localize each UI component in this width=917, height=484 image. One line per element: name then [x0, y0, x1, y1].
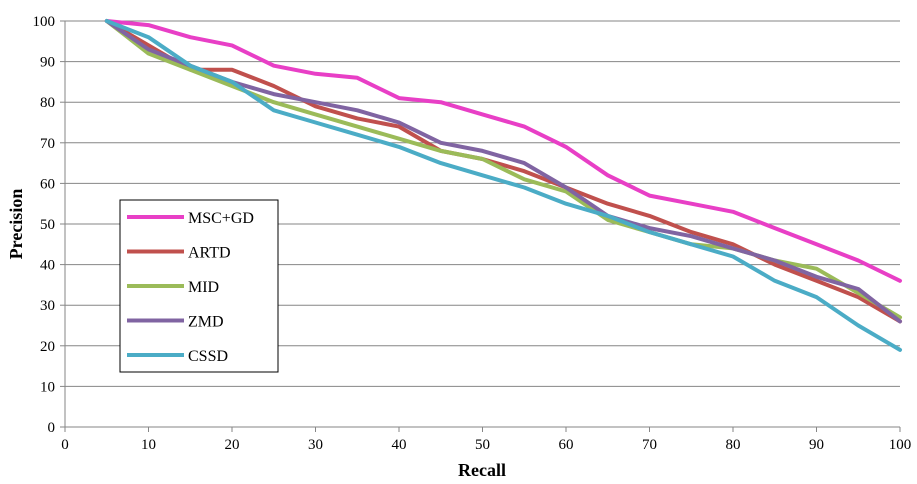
- y-tick-label: 0: [48, 420, 56, 436]
- series-line-cssd: [104, 19, 902, 352]
- x-axis-title: Recall: [458, 460, 506, 480]
- y-tick-label: 70: [40, 136, 55, 152]
- y-tick-label: 100: [33, 14, 56, 30]
- x-tick-labels: 0 10 20 30 40 50 60 70 80 90 100: [61, 437, 911, 453]
- x-tick-label: 70: [642, 437, 657, 453]
- x-tick-label: 50: [475, 437, 490, 453]
- y-tick-label: 40: [40, 258, 55, 274]
- y-tick-labels: 0 10 20 30 40 50 60 70 80 90 100: [33, 14, 56, 436]
- legend-label-cssd: CSSD: [188, 348, 228, 365]
- x-tick-label: 10: [141, 437, 156, 453]
- y-tick-label: 50: [40, 217, 55, 233]
- series-line-artd: [104, 19, 902, 324]
- legend-label-msc-gd: MSC+GD: [188, 210, 254, 227]
- y-tick-label: 90: [40, 55, 55, 71]
- axes: [60, 20, 901, 432]
- y-tick-label: 30: [40, 298, 55, 314]
- y-axis-title: Precision: [6, 189, 26, 260]
- x-tick-label: 60: [559, 437, 574, 453]
- y-tick-label: 20: [40, 339, 55, 355]
- series-line-msc-gd: [104, 19, 902, 283]
- series-lines: [104, 19, 902, 352]
- legend: MSC+GD ARTD MID ZMD CSSD: [119, 199, 279, 373]
- x-tick-label: 0: [61, 437, 69, 453]
- x-tick-label: 100: [889, 437, 912, 453]
- legend-label-artd: ARTD: [188, 245, 231, 262]
- legend-label-mid: MID: [188, 279, 219, 296]
- x-tick-label: 20: [225, 437, 240, 453]
- y-tick-label: 10: [40, 379, 55, 395]
- x-tick-label: 80: [726, 437, 741, 453]
- y-tick-label: 80: [40, 95, 55, 111]
- y-tick-label: 60: [40, 176, 55, 192]
- x-tick-label: 90: [809, 437, 824, 453]
- series-line-zmd: [104, 19, 902, 324]
- x-tick-label: 40: [392, 437, 407, 453]
- x-tick-label: 30: [308, 437, 323, 453]
- legend-label-zmd: ZMD: [188, 314, 224, 331]
